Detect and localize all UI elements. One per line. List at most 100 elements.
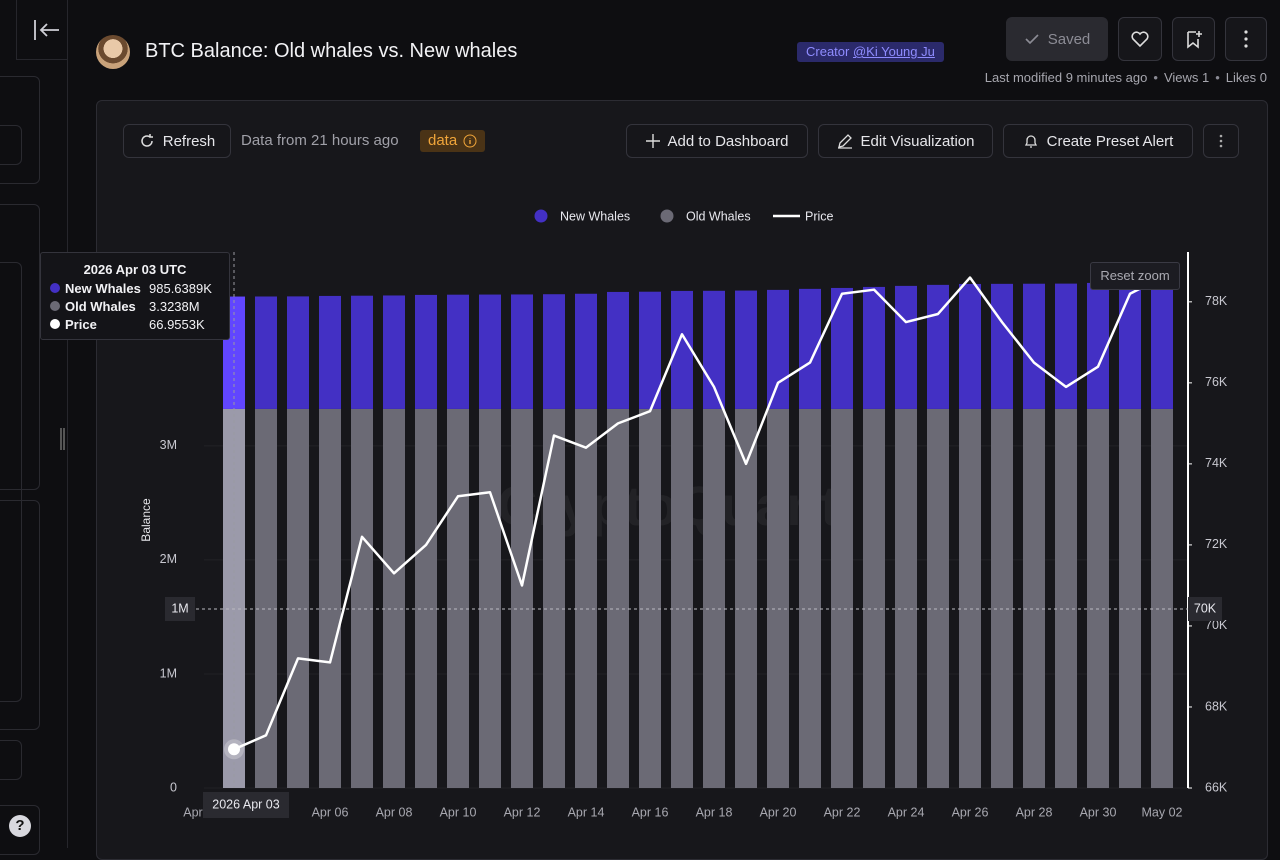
tooltip-rows: New Whales 985.6389K Old Whales 3.3238M Pric… — [50, 279, 229, 333]
legend-label: Price — [805, 209, 834, 223]
tooltip-dot — [50, 301, 60, 311]
bar-segment — [511, 294, 533, 409]
crosshair-x-label: 2026 Apr 03 — [212, 797, 279, 811]
bar-segment — [351, 408, 373, 788]
more-icon — [1219, 134, 1223, 148]
x-tick-label: Apr 22 — [824, 805, 861, 819]
collapse-button[interactable] — [16, 0, 68, 60]
tooltip-value: 985.6389K — [149, 280, 212, 296]
legend-marker — [534, 209, 548, 223]
tooltip-row: Price 66.9553K — [50, 315, 229, 333]
more-icon — [1244, 30, 1248, 48]
bar-segment — [959, 408, 981, 788]
meta-likes: Likes 0 — [1209, 70, 1267, 85]
bar-segment — [415, 294, 437, 409]
x-tick-label: Apr 26 — [952, 805, 989, 819]
heart-icon — [1131, 31, 1149, 48]
edit-visualization-button[interactable]: Edit Visualization — [818, 124, 993, 158]
help-button[interactable]: ? — [9, 815, 31, 837]
sidebar-panel — [0, 204, 40, 490]
bar-segment — [799, 288, 821, 409]
bar-segment — [319, 295, 341, 409]
freshness-text: Data from 21 hours ago — [241, 132, 399, 149]
resize-handle[interactable] — [60, 428, 65, 450]
saved-label: Saved — [1047, 30, 1091, 48]
bar-segment — [383, 295, 405, 409]
more-button[interactable] — [1225, 17, 1267, 61]
meta-views: Views 1 — [1147, 70, 1209, 85]
x-tick-label: Apr 16 — [632, 805, 669, 819]
crosshair-y2-label: 70K — [1194, 601, 1217, 615]
x-tick-label: Apr 20 — [760, 805, 797, 819]
crosshair-x-box — [203, 792, 289, 818]
creator-link[interactable]: @Ki Young Ju — [852, 44, 935, 59]
data-badge-label: data — [428, 132, 458, 149]
x-tick-label: Apr 12 — [504, 805, 541, 819]
creator-label: Creator — [806, 44, 850, 59]
bar-segment — [991, 283, 1013, 409]
bookmark-button[interactable] — [1172, 17, 1215, 61]
bar-segment — [255, 296, 277, 409]
preset-alert-button[interactable]: Create Preset Alert — [1003, 124, 1193, 158]
bar-segment — [863, 408, 885, 788]
bar-segment — [671, 290, 693, 409]
y2-tick-label: 74K — [1205, 456, 1228, 470]
y2-tick-label: 72K — [1205, 537, 1228, 551]
y2-tick-label: 76K — [1205, 375, 1228, 389]
y2-tick-label: 68K — [1205, 699, 1228, 713]
bar-segment — [1087, 408, 1109, 788]
meta-modified: Last modified 9 minutes ago — [984, 70, 1148, 85]
price-line — [233, 276, 1163, 751]
refresh-icon — [141, 134, 153, 147]
bar-segment — [1055, 408, 1077, 788]
preset-alert-label: Create Preset Alert — [1046, 132, 1174, 150]
edit-visualization-label: Edit Visualization — [860, 132, 975, 150]
bar-segment — [543, 294, 565, 409]
bar-segment — [735, 290, 757, 409]
x-tick-label: Apr 18 — [696, 805, 733, 819]
add-dashboard-button[interactable]: Add to Dashboard — [626, 124, 808, 158]
saved-button[interactable]: Saved — [1006, 17, 1108, 61]
reset-zoom-button[interactable]: Reset zoom — [1090, 262, 1180, 290]
bar-segment — [223, 408, 245, 788]
bar-segment — [1119, 408, 1141, 788]
chart-more-button[interactable] — [1203, 124, 1239, 158]
bar-segment — [1151, 408, 1173, 788]
bar-segment — [255, 408, 277, 788]
bar-segment — [735, 408, 757, 788]
edit-icon — [837, 134, 852, 149]
info-icon — [463, 134, 477, 148]
plus-icon — [645, 134, 660, 148]
bar-segment — [639, 291, 661, 409]
legend-marker — [660, 209, 674, 223]
bar-segment — [543, 408, 565, 788]
bar-segment — [831, 408, 853, 788]
bar-segment — [863, 286, 885, 409]
data-badge[interactable]: data — [420, 130, 486, 152]
legend-label: Old Whales — [686, 209, 751, 223]
tooltip: 2026 Apr 03 UTC New Whales 985.6389K Old W… — [40, 252, 230, 340]
check-icon — [1025, 34, 1039, 45]
avatar[interactable] — [96, 35, 130, 69]
y-tick-label: 2M — [160, 552, 177, 566]
x-tick-label: Apr 28 — [1016, 805, 1053, 819]
bar-segment — [575, 408, 597, 788]
bar-segment — [703, 408, 725, 788]
add-dashboard-label: Add to Dashboard — [667, 132, 789, 150]
crosshair-y2-box — [1188, 597, 1222, 621]
like-button[interactable] — [1118, 17, 1162, 61]
sidebar-panel — [0, 262, 22, 702]
bar-segment — [607, 291, 629, 409]
refresh-button[interactable]: Refresh — [123, 124, 231, 158]
bar-segment — [671, 408, 693, 788]
bar-segment — [1151, 280, 1173, 409]
x-tick-label: Apr 30 — [1080, 805, 1117, 819]
sidebar-panel — [0, 500, 40, 730]
bar-segment — [1087, 282, 1109, 409]
bar-segment — [415, 408, 437, 788]
bar-segment — [799, 408, 821, 788]
x-tick-label: Apr 14 — [568, 805, 605, 819]
y2-tick-label: 78K — [1205, 294, 1228, 308]
bar-segment — [575, 293, 597, 409]
